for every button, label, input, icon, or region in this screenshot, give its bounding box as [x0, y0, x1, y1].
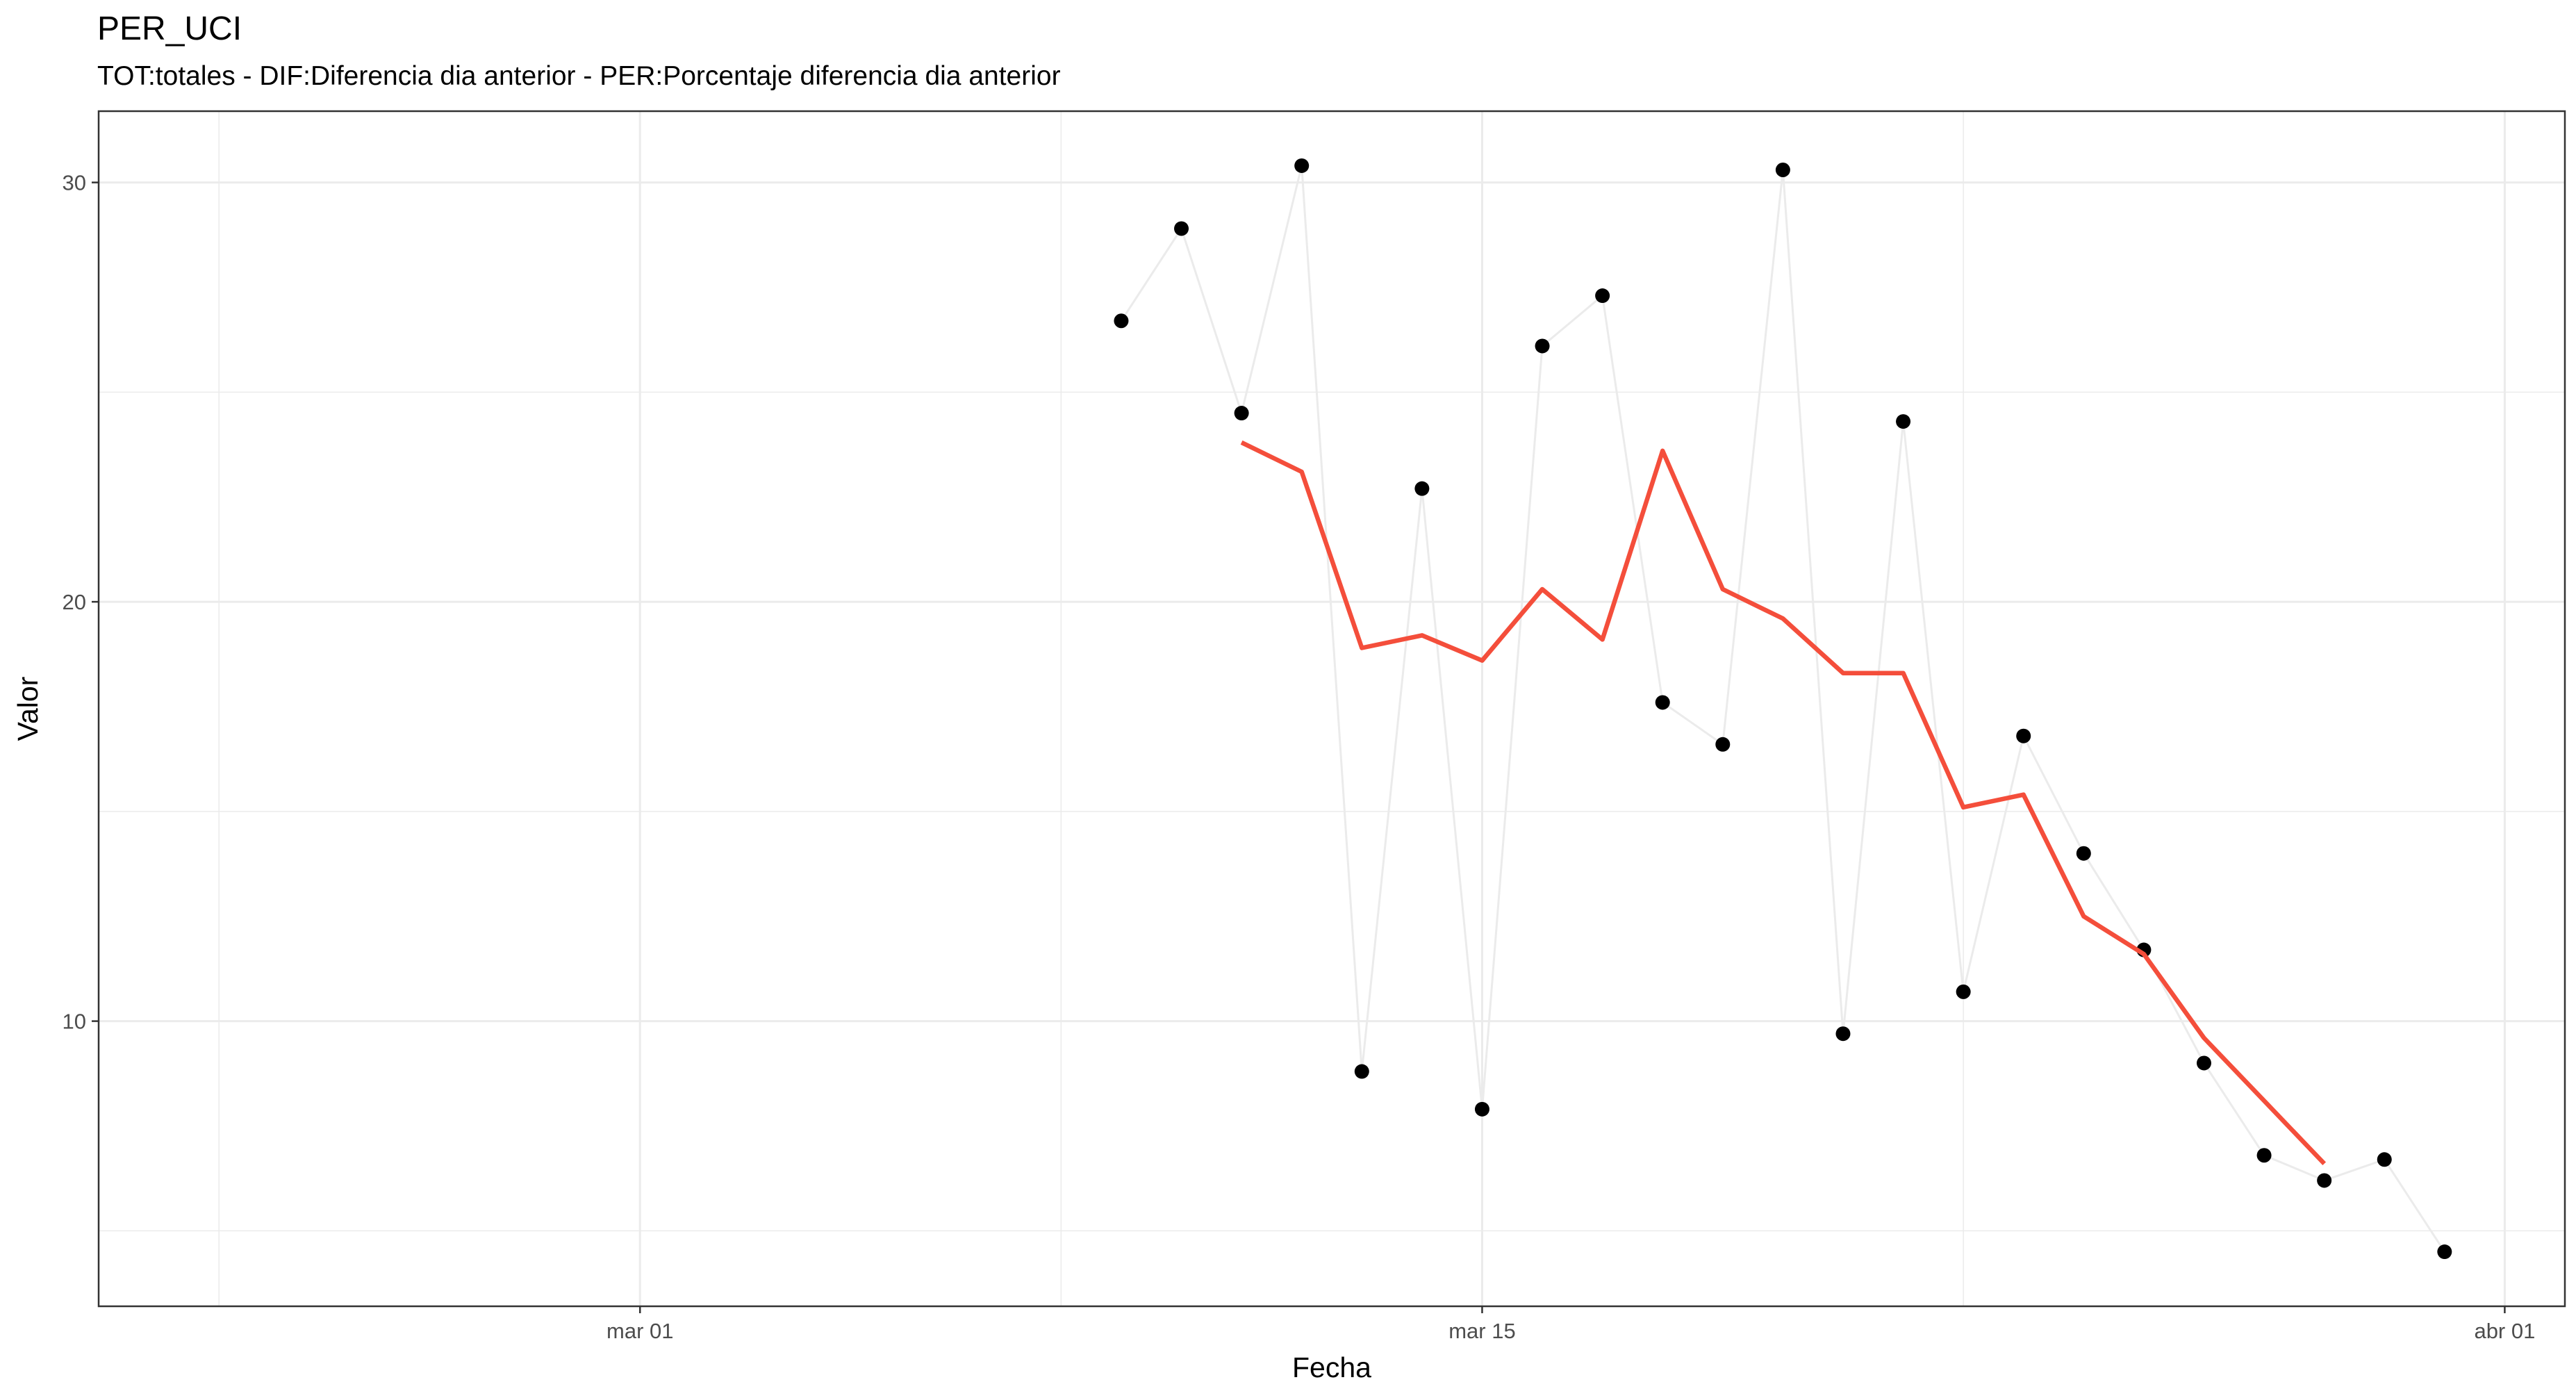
data-point — [1354, 1064, 1369, 1079]
x-tick-label: mar 01 — [606, 1319, 673, 1343]
chart-subtitle: TOT:totales - DIF:Diferencia dia anterio… — [97, 61, 1061, 91]
data-point — [1835, 1026, 1851, 1042]
y-axis-title: Valor — [12, 677, 44, 741]
y-tick-label: 10 — [63, 1010, 86, 1034]
data-point — [1595, 288, 1610, 304]
series-layer — [1114, 158, 2452, 1260]
chart-title: PER_UCI — [97, 10, 242, 47]
grid-lines — [99, 111, 2565, 1306]
x-axis-title: Fecha — [1292, 1351, 1371, 1383]
data-point — [1535, 338, 1550, 354]
data-point — [1896, 414, 1911, 429]
data-point — [1715, 737, 1731, 752]
data-point — [1114, 313, 1129, 329]
data-point — [2016, 728, 2031, 743]
plot-panel-border — [97, 110, 2566, 1308]
data-point — [1655, 695, 1670, 710]
axes: 10 20 30 mar 01 mar 15 abr 01 — [63, 171, 2536, 1343]
data-point — [2437, 1244, 2452, 1260]
data-point — [2317, 1173, 2332, 1188]
data-point — [1775, 162, 1790, 177]
y-tick-label: 20 — [63, 590, 86, 614]
y-tick-label: 30 — [63, 171, 86, 195]
data-point — [2377, 1152, 2392, 1167]
data-point — [1294, 158, 1310, 173]
data-point — [2256, 1148, 2272, 1163]
data-point — [2196, 1055, 2211, 1071]
x-tick-label: abr 01 — [2474, 1319, 2535, 1343]
data-point — [1474, 1101, 1489, 1117]
data-point — [1234, 406, 1249, 421]
series-connector-line — [1120, 165, 2446, 1253]
moving-average-line — [1240, 440, 2327, 1166]
data-point — [1414, 481, 1430, 496]
data-point — [1174, 221, 1189, 236]
data-point — [2076, 846, 2091, 861]
data-point — [1956, 984, 1971, 999]
x-tick-label: mar 15 — [1448, 1319, 1515, 1343]
